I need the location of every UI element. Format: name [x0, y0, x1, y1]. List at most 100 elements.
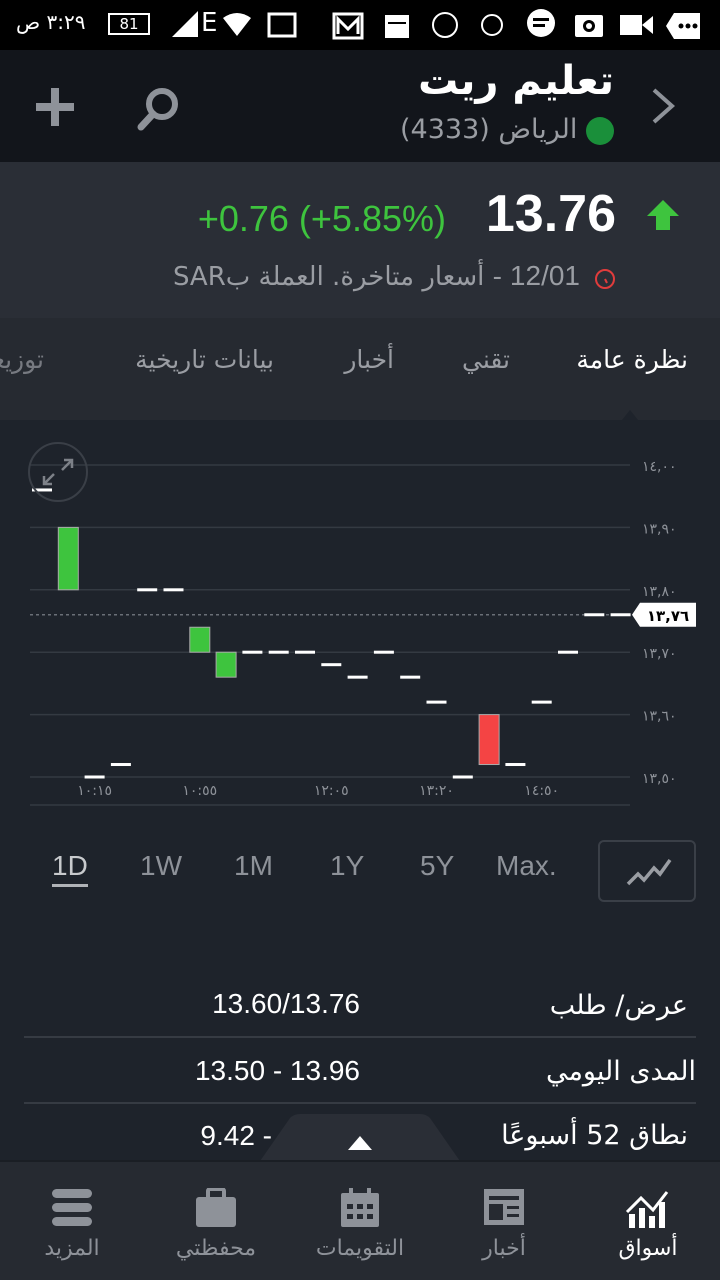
- day-range-value: 13.50 - 13.96: [194, 1055, 360, 1086]
- nav-label: التقويمات: [315, 1236, 405, 1261]
- x-tick-label: ١٠:٥٥: [182, 783, 217, 799]
- saudi-flag-icon: [586, 116, 614, 145]
- bid-ask-value: 13.60/13.76: [212, 988, 360, 1019]
- gmail-icon: [332, 12, 364, 40]
- calendar-app-icon: [385, 15, 409, 38]
- price-chart: ١٤,٠٠ ١٣,٩٠ ١٣,٨٠ ١٣,٧٠ ١٣,٦٠ ١٣,٥٠ ١٠:١٥ ١٠:٥٥…: [30, 459, 696, 806]
- battery-icon: 81: [108, 13, 150, 35]
- tab-news[interactable]: أخبار: [344, 345, 394, 374]
- tab-technical[interactable]: تقني: [462, 345, 510, 374]
- range-1w[interactable]: 1W: [140, 850, 182, 881]
- stock-symbol: (4333): [399, 114, 490, 145]
- camera-icon: [575, 15, 603, 37]
- price-change: +0.76 (+5.85%): [197, 198, 446, 239]
- day-range-label: المدى اليومي: [545, 1056, 696, 1087]
- nav-calendars[interactable]: التقويمات: [288, 1160, 432, 1280]
- nav-label: محفظتي: [175, 1236, 257, 1261]
- y-tick-label: ١٣,٥٠: [642, 771, 677, 787]
- nav-label: أسواق: [618, 1236, 678, 1261]
- nav-news[interactable]: أخبار: [432, 1160, 576, 1280]
- divider: [24, 1102, 696, 1104]
- candle-down: [478, 714, 500, 766]
- candle-flat: [400, 675, 421, 679]
- tab-historical[interactable]: بيانات تاريخية: [135, 345, 274, 374]
- imo-icon: [432, 12, 458, 38]
- range-max[interactable]: Max.: [496, 850, 557, 881]
- arrow-up-icon: [647, 200, 679, 230]
- search-icon[interactable]: [136, 84, 184, 132]
- last-price: 13.76: [485, 185, 616, 243]
- y-tick-label: ١٤,٠٠: [642, 459, 677, 475]
- candle-flat: [558, 650, 578, 654]
- last-price-label: ١٣,٧٦: [647, 607, 689, 625]
- portfolio-icon: [196, 1188, 236, 1227]
- candle-flat: [242, 650, 263, 654]
- candle-flat: [373, 650, 394, 654]
- expand-icon: [42, 458, 74, 486]
- nav-label: المزيد: [44, 1236, 100, 1261]
- candle-flat: [584, 613, 605, 617]
- cast-icon: [267, 12, 297, 38]
- x-tick-label: ١٤:٥٠: [524, 783, 559, 799]
- caret-up-icon: [348, 1136, 372, 1150]
- range-1y[interactable]: 1Y: [330, 850, 365, 881]
- tab-indicator: [622, 410, 638, 420]
- more-notifications-icon: [666, 13, 700, 39]
- message-icon: [527, 9, 555, 37]
- chart-type-button[interactable]: [598, 840, 696, 902]
- range-1d[interactable]: 1D: [52, 850, 88, 887]
- network-type: E: [201, 8, 218, 38]
- quote-panel: 13.76 +0.76 (+5.85%) 12/01 - أسعار متاخر…: [0, 162, 720, 318]
- candle-flat: [137, 588, 158, 592]
- app-header: تعليم ريت الرياض (4333): [0, 50, 720, 162]
- candle-up: [215, 651, 237, 678]
- candle-up: [57, 526, 79, 591]
- x-tick-label: ١٣:٢٠: [419, 783, 454, 799]
- signal-icon: [172, 11, 198, 37]
- candle-flat: [110, 763, 131, 767]
- clock-icon: [595, 269, 615, 289]
- nav-label: أخبار: [482, 1236, 526, 1261]
- status-bar: ٣:٢٩ ص 81 E: [0, 0, 720, 50]
- menu-icon: [52, 1189, 92, 1226]
- candle-flat: [505, 763, 526, 767]
- candle-flat: [321, 663, 342, 667]
- divider: [24, 1036, 696, 1038]
- x-tick-label: ١٠:١٥: [77, 783, 112, 799]
- plus-icon[interactable]: [34, 86, 76, 128]
- calendar-icon: [341, 1188, 379, 1227]
- expand-chart-button[interactable]: [28, 442, 88, 502]
- week52-range-value: 9.42 -: [200, 1120, 272, 1151]
- nav-portfolio[interactable]: محفظتي: [144, 1160, 288, 1280]
- candle-flat: [84, 775, 105, 779]
- range-5y[interactable]: 5Y: [420, 850, 455, 881]
- exchange-name: الرياض: [498, 114, 578, 145]
- news-icon: [484, 1189, 524, 1225]
- x-tick-label: ١٢:٠٥: [314, 783, 349, 799]
- candle-up: [189, 626, 211, 653]
- tab-bar: [0, 318, 720, 420]
- candle-flat: [610, 613, 631, 617]
- candle-flat: [426, 700, 447, 704]
- video-icon: [620, 15, 653, 35]
- candle-flat: [531, 700, 552, 704]
- nav-more[interactable]: المزيد: [0, 1160, 144, 1280]
- candle-flat: [347, 675, 368, 679]
- quote-date: 12/01: [509, 260, 580, 291]
- tab-dividends[interactable]: توزيعات: [0, 345, 44, 374]
- range-1m[interactable]: 1M: [234, 850, 273, 881]
- markets-icon: [625, 1191, 669, 1228]
- expand-details-button[interactable]: [250, 1112, 470, 1164]
- stock-title: تعليم ريت: [418, 58, 614, 104]
- week52-range-label: نطاق 52 أسبوعًا: [501, 1120, 688, 1151]
- bid-ask-label: عرض/ طلب: [549, 990, 688, 1021]
- chevron-right-icon[interactable]: [648, 86, 680, 126]
- y-tick-label: ١٣,٦٠: [642, 709, 677, 725]
- delay-note: - أسعار متاخرة. العملة بSAR: [172, 262, 502, 292]
- tab-overview[interactable]: نظرة عامة: [576, 345, 688, 374]
- y-tick-label: ١٣,٨٠: [642, 584, 677, 600]
- last-price-tag: [632, 602, 696, 627]
- line-chart-icon: [626, 858, 672, 886]
- nav-markets[interactable]: أسواق: [576, 1160, 720, 1280]
- stock-subtitle: الرياض (4333): [400, 114, 614, 145]
